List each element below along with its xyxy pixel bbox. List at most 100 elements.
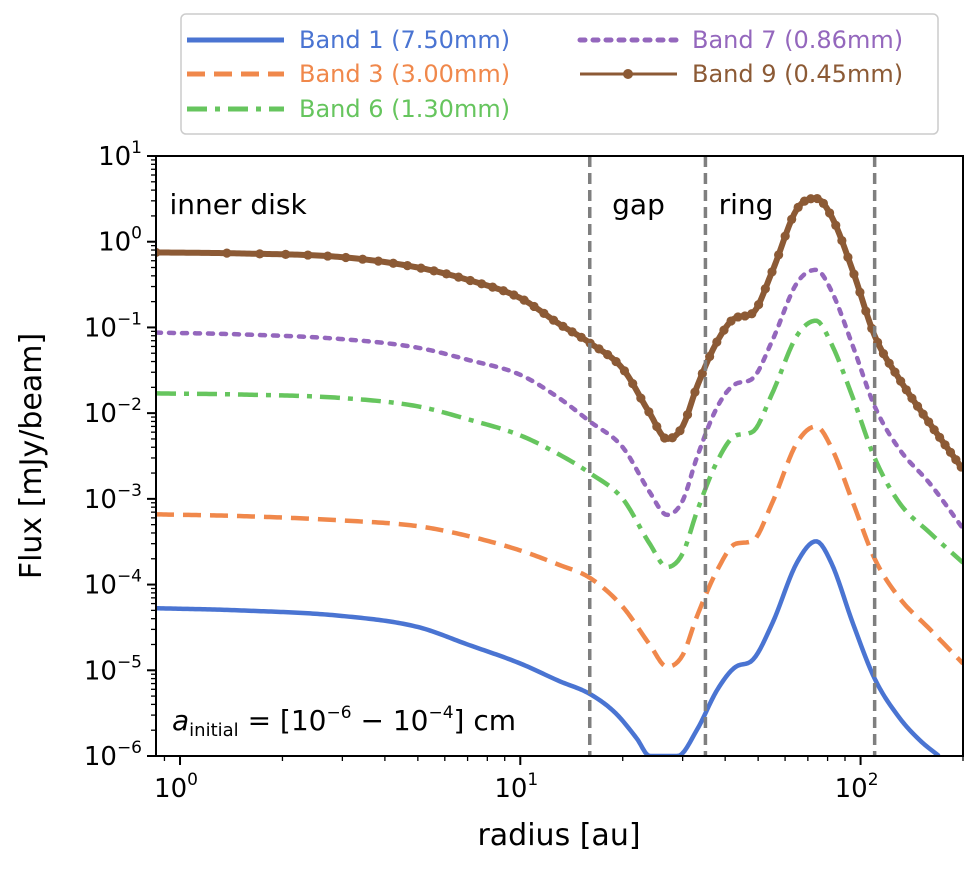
series-marker (373, 256, 383, 266)
legend: Band 1 (7.50mm) Band 7 (0.86mm) Band 3 (3.… (180, 13, 939, 135)
series-marker (619, 366, 630, 376)
series-marker (787, 214, 797, 224)
series-marker (567, 327, 577, 337)
series-marker (281, 249, 291, 259)
series-marker (956, 462, 963, 472)
series-marker (849, 269, 859, 279)
series-line-band-3 (156, 318, 963, 570)
series-marker (760, 284, 770, 294)
series-marker (712, 337, 722, 347)
legend-label: Band 1 (7.50mm) (299, 26, 510, 54)
y-tick-label: 10−5 (84, 652, 142, 686)
series-marker (767, 267, 777, 277)
series-marker (488, 282, 498, 292)
series-marker (519, 295, 529, 305)
series-marker (402, 261, 413, 271)
series-line-band-2 (156, 424, 963, 669)
series-marker (818, 198, 829, 208)
series-marker (907, 393, 917, 403)
series-marker (509, 290, 519, 300)
series-marker (855, 287, 865, 297)
series-marker (884, 358, 894, 368)
series-marker (924, 417, 934, 427)
series-marker (733, 312, 743, 322)
series-marker (719, 325, 729, 335)
series-marker (754, 300, 764, 310)
legend-label: Band 7 (0.86mm) (692, 26, 903, 54)
series-marker (912, 401, 923, 411)
region-label-ring: ring (719, 188, 774, 221)
y-tick-label: 100 (98, 224, 142, 258)
y-tick-label: 10−4 (84, 567, 142, 601)
series-marker (222, 248, 232, 258)
x-axis-label: radius [au] (477, 818, 640, 853)
series-marker (636, 393, 646, 403)
y-axis-label: Flux [mJy/beam] (14, 333, 49, 579)
legend-frame (180, 13, 939, 135)
plot-frame (155, 155, 964, 757)
series-marker (861, 306, 871, 316)
series-marker (548, 315, 559, 325)
y-tick-label: 10−3 (84, 481, 142, 515)
series-marker (611, 356, 621, 367)
series-marker (441, 269, 452, 279)
series-marker (644, 407, 654, 417)
series-marker (929, 425, 939, 435)
x-tick-label: 100 (154, 770, 198, 804)
series-marker (667, 433, 677, 443)
series-marker (793, 202, 803, 212)
series-marker (747, 309, 757, 319)
series-marker (594, 344, 604, 354)
legend-entry-band-3: Band 6 (1.30mm) (187, 95, 510, 123)
legend-label: Band 9 (0.45mm) (692, 60, 903, 88)
series-marker (453, 272, 464, 282)
series-marker (477, 279, 487, 289)
series-marker (901, 385, 911, 395)
series-marker (628, 379, 638, 389)
series-marker (156, 247, 161, 258)
series-marker (935, 432, 945, 442)
y-tick-label: 10−1 (84, 309, 142, 343)
y-tick-label: 101 (98, 138, 142, 172)
series-marker (918, 409, 928, 419)
series-marker (576, 332, 586, 342)
series-marker (429, 266, 439, 276)
series-marker (529, 301, 539, 312)
series-line-band-4 (156, 267, 963, 531)
series-marker (940, 440, 950, 450)
series-marker (697, 368, 707, 379)
series-marker (602, 350, 613, 360)
series-marker (812, 193, 822, 204)
legend-label: Band 6 (1.30mm) (299, 95, 510, 123)
series-marker (255, 249, 265, 259)
series-marker (690, 387, 700, 397)
series-marker (945, 447, 956, 457)
series-marker (682, 410, 693, 420)
x-tick-label: 101 (494, 770, 538, 804)
series-line-band-1 (156, 539, 941, 756)
y-tick-label: 10−2 (84, 395, 142, 429)
legend-entry-band-1: Band 1 (7.50mm) (187, 26, 510, 54)
series-marker (388, 258, 398, 268)
legend-entry-band-2: Band 3 (3.00mm) (187, 60, 510, 88)
series-marker (726, 316, 736, 326)
series-marker (660, 433, 670, 443)
series-marker (774, 250, 784, 260)
size-annotation: ainitial = [10−6 − 10−4] cm (172, 703, 516, 741)
series-marker (358, 254, 368, 264)
series-marker (416, 263, 426, 273)
series-marker (878, 349, 889, 359)
series-marker (539, 308, 549, 318)
legend-swatch-marker (623, 69, 633, 79)
series-marker (705, 351, 715, 362)
series-marker (652, 421, 662, 432)
series-marker (303, 250, 313, 260)
series-marker (831, 220, 841, 230)
x-tick-label: 102 (835, 770, 879, 804)
series-marker (558, 321, 568, 331)
series-marker (780, 231, 790, 241)
series-marker (825, 208, 835, 218)
series-marker (675, 426, 685, 436)
